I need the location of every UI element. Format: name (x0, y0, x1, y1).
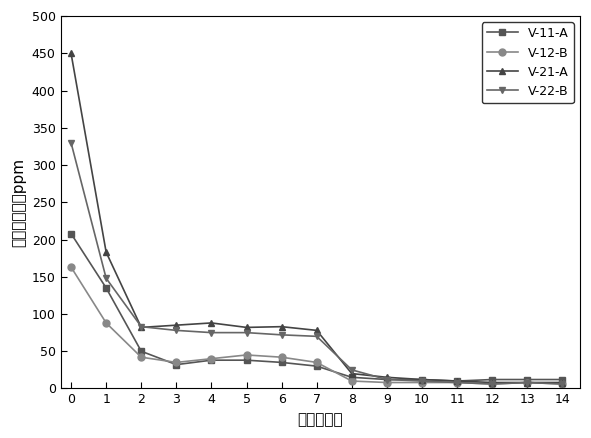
X-axis label: 时间（天）: 时间（天） (297, 412, 343, 427)
Y-axis label: 硫化氢含量／ppm: 硫化氢含量／ppm (11, 158, 26, 247)
V-22-B (278, 332, 285, 338)
V-21-A (524, 380, 531, 385)
V-11-A (278, 360, 285, 365)
V-21-A (278, 324, 285, 329)
V-21-A (348, 371, 355, 376)
V-11-A (103, 285, 110, 290)
V-21-A (173, 322, 180, 328)
V-21-A (138, 325, 145, 330)
V-21-A (208, 320, 215, 325)
V-12-B (348, 378, 355, 384)
V-11-A (559, 377, 566, 382)
V-11-A (453, 378, 460, 384)
V-22-B (418, 378, 426, 384)
V-11-A (313, 364, 320, 369)
V-22-B (173, 328, 180, 333)
V-21-A (67, 51, 74, 56)
V-12-B (384, 380, 391, 385)
V-22-B (138, 324, 145, 329)
V-12-B (453, 380, 460, 385)
V-21-A (559, 380, 566, 385)
V-12-B (489, 381, 496, 387)
Line: V-11-A: V-11-A (67, 230, 566, 385)
Legend: V-11-A, V-12-B, V-21-A, V-22-B: V-11-A, V-12-B, V-21-A, V-22-B (482, 22, 574, 103)
V-21-A (313, 328, 320, 333)
V-12-B (67, 265, 74, 270)
V-12-B (103, 320, 110, 325)
V-11-A (173, 362, 180, 367)
V-22-B (103, 276, 110, 281)
V-12-B (138, 355, 145, 360)
V-22-B (559, 381, 566, 387)
V-11-A (67, 231, 74, 236)
V-22-B (384, 377, 391, 382)
V-22-B (313, 334, 320, 339)
V-11-A (524, 377, 531, 382)
V-12-B (278, 355, 285, 360)
V-21-A (418, 377, 426, 382)
V-11-A (384, 377, 391, 382)
V-22-B (67, 140, 74, 145)
V-12-B (418, 380, 426, 385)
V-11-A (348, 374, 355, 380)
Line: V-22-B: V-22-B (67, 139, 566, 388)
V-11-A (138, 349, 145, 354)
V-21-A (103, 250, 110, 255)
V-21-A (453, 378, 460, 384)
V-21-A (384, 374, 391, 380)
V-21-A (243, 325, 250, 330)
V-12-B (243, 352, 250, 357)
V-22-B (489, 381, 496, 387)
V-22-B (243, 330, 250, 335)
V-22-B (453, 380, 460, 385)
V-11-A (418, 377, 426, 382)
V-12-B (208, 356, 215, 361)
Line: V-12-B: V-12-B (67, 264, 566, 388)
V-22-B (348, 367, 355, 372)
V-12-B (524, 380, 531, 385)
V-12-B (559, 381, 566, 387)
V-11-A (243, 357, 250, 363)
Line: V-21-A: V-21-A (67, 50, 566, 386)
V-12-B (313, 360, 320, 365)
V-11-A (489, 377, 496, 382)
V-11-A (208, 357, 215, 363)
V-21-A (489, 380, 496, 385)
V-12-B (173, 360, 180, 365)
V-22-B (524, 380, 531, 385)
V-22-B (208, 330, 215, 335)
